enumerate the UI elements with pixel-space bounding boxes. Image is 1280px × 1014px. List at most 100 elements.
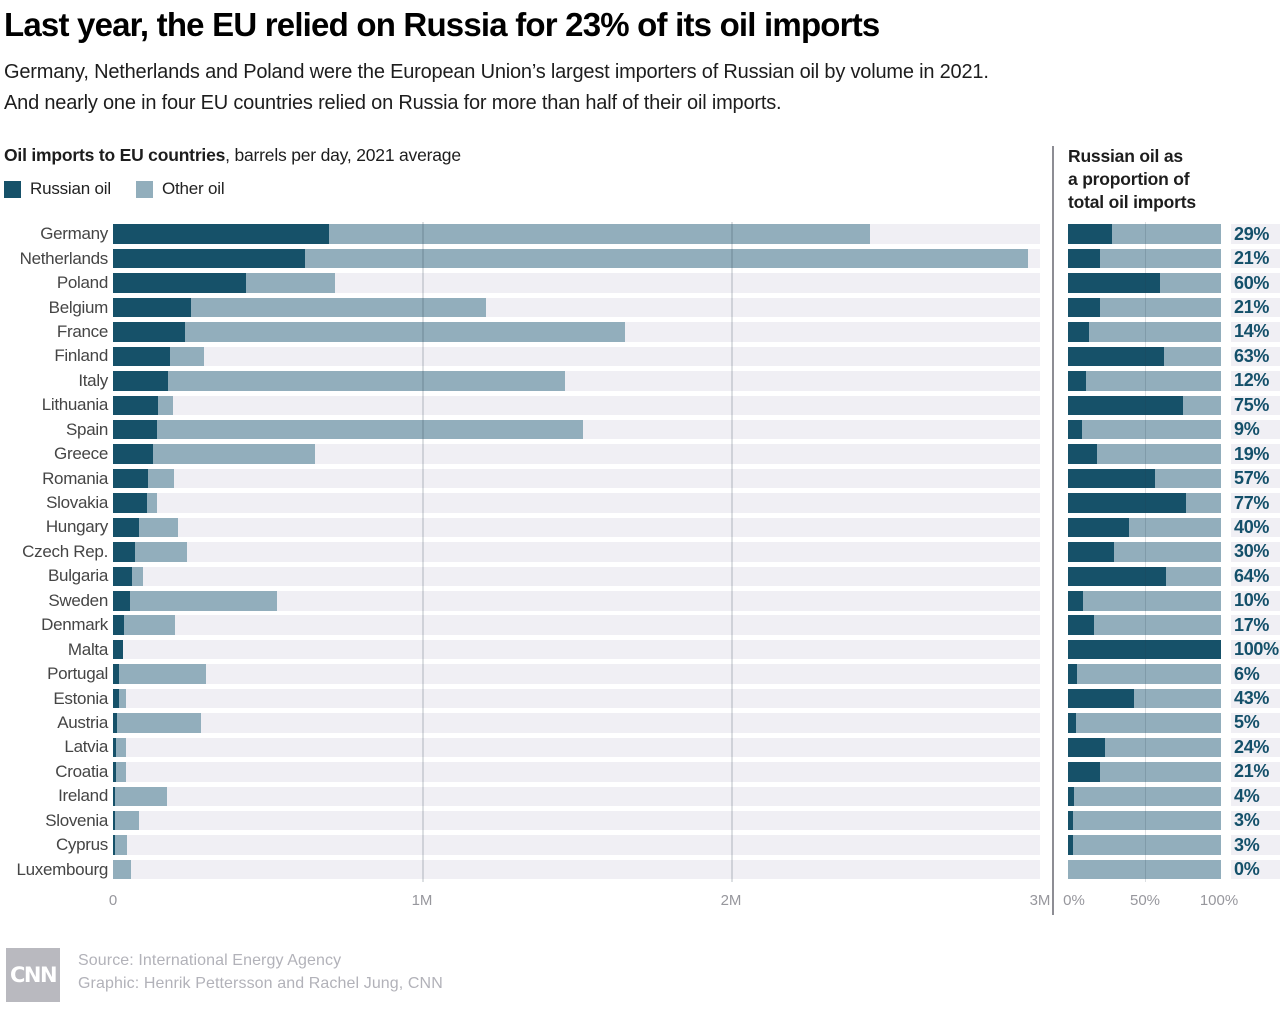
country-label: France (56, 321, 108, 341)
proportion-percent-label: 6% (1231, 664, 1280, 684)
russian-oil-bar-segment (113, 371, 168, 391)
country-label: Belgium (48, 297, 109, 317)
country-label: Estonia (53, 688, 108, 708)
proportion-russian-segment (1068, 737, 1105, 758)
russian-oil-bar-segment (113, 762, 116, 782)
russian-oil-bar-segment (113, 542, 136, 562)
proportion-label-column: 9% (1221, 419, 1280, 440)
legend-label-other-oil: Other oil (161, 179, 225, 198)
volume-bar-track (113, 737, 1040, 758)
other-oil-bar-segment (152, 444, 316, 464)
proportion-percent-label: 5% (1231, 712, 1280, 733)
legend-item-russian-oil: Russian oil (4, 179, 111, 199)
proportion-percent-label: 43% (1231, 688, 1280, 709)
country-label: Lithuania (41, 395, 109, 415)
proportion-russian-segment (1068, 591, 1084, 611)
proportion-russian-segment (1068, 810, 1073, 831)
axis-tick-50pct: 50% (1129, 892, 1161, 909)
legend: Russian oil Other oil (4, 179, 225, 199)
proportion-bar-track (1068, 444, 1221, 464)
proportion-label-column: 21% (1221, 761, 1280, 782)
proportion-percent-label: 40% (1231, 517, 1280, 538)
proportion-percent-label: 75% (1231, 395, 1280, 416)
proportion-percent-label: 21% (1231, 248, 1280, 269)
other-oil-bar-segment (114, 835, 128, 855)
proportion-bar-track (1068, 566, 1221, 587)
proportion-russian-segment (1068, 639, 1221, 660)
source-line: Source: International Energy Agency (78, 952, 342, 969)
page-title: Last year, the EU relied on Russia for 2… (4, 6, 880, 43)
chart-row: Finland 63% (0, 344, 1280, 368)
proportion-russian-segment (1068, 688, 1134, 709)
chart-row: Poland 60% (0, 271, 1280, 295)
russian-oil-bar-segment (113, 737, 117, 758)
proportion-russian-segment (1068, 517, 1130, 538)
chart-rows: Germany 29% Netherlands 21% Poland 60% Belgium… (0, 222, 1280, 882)
legend-item-other-oil: Other oil (135, 179, 225, 199)
chart-row: Portugal 6% (0, 662, 1280, 686)
volume-bar-track (113, 859, 1040, 880)
russian-oil-bar-segment (113, 835, 115, 855)
proportion-percent-label: 24% (1231, 737, 1280, 758)
country-label: Portugal (47, 664, 108, 684)
russian-oil-bar-segment (113, 395, 158, 416)
other-oil-bar-segment (156, 419, 583, 440)
russian-oil-bar-segment (113, 419, 157, 440)
proportion-bar-track (1068, 542, 1221, 562)
country-label: Sweden (48, 590, 108, 610)
proportion-russian-segment (1068, 713, 1076, 733)
proportion-percent-label: 3% (1231, 810, 1280, 831)
chart-row: Luxembourg 0% (0, 857, 1280, 881)
other-oil-bar-segment (191, 297, 487, 318)
proportion-russian-segment (1068, 371, 1087, 391)
axis-tick-3m: 3M (1029, 892, 1051, 909)
proportion-bar-track (1068, 468, 1221, 489)
country-label: Czech Rep. (22, 541, 108, 561)
proportion-russian-segment (1068, 493, 1186, 513)
russian-oil-bar-segment (113, 688, 119, 709)
other-oil-bar-segment (113, 859, 131, 880)
proportion-russian-segment (1068, 468, 1156, 489)
other-oil-bar-segment (116, 737, 126, 758)
proportion-bar-track (1068, 835, 1221, 855)
russian-oil-bar-segment (113, 468, 148, 489)
proportion-bar-track (1068, 419, 1221, 440)
volume-bar-track (113, 786, 1040, 807)
other-oil-bar-segment (147, 468, 175, 489)
volume-bar-track (113, 322, 1040, 342)
country-label: Slovakia (46, 493, 108, 513)
gridline-2m (731, 222, 733, 882)
chart-row: Spain 9% (0, 418, 1280, 442)
left-chart-heading-rest: , barrels per day, 2021 average (225, 145, 461, 165)
other-oil-bar-segment (139, 517, 178, 538)
chart-row: Denmark 17% (0, 613, 1280, 637)
volume-bar-track (113, 444, 1040, 464)
proportion-russian-segment (1068, 835, 1073, 855)
country-label: Netherlands (19, 248, 109, 268)
right-heading-line-1: Russian oil as (1068, 146, 1183, 166)
proportion-label-column: 40% (1221, 517, 1280, 538)
chart-row: Ireland 4% (0, 784, 1280, 808)
proportion-bar-track (1068, 591, 1221, 611)
proportion-percent-label: 12% (1231, 370, 1280, 391)
country-label: Romania (42, 468, 108, 488)
proportion-bar-track (1068, 762, 1221, 782)
country-label: Greece (54, 444, 108, 464)
proportion-bar-track (1068, 248, 1221, 269)
proportion-label-column: 24% (1221, 737, 1280, 758)
chart-row: Sweden 10% (0, 589, 1280, 613)
axis-tick-2m: 2M (720, 892, 742, 909)
proportion-label-column: 64% (1221, 566, 1280, 587)
left-chart-heading-bold: Oil imports to EU countries (4, 145, 226, 165)
volume-bar-track (113, 517, 1040, 538)
proportion-russian-segment (1068, 346, 1165, 367)
russian-oil-bar-segment (113, 322, 185, 342)
right-heading-line-2: a proportion of (1068, 169, 1190, 189)
country-label: Germany (40, 224, 108, 244)
volume-bar-track (113, 297, 1040, 318)
volume-bar-track (113, 273, 1040, 293)
proportion-label-column: 29% (1221, 224, 1280, 244)
volume-bar-track (113, 835, 1040, 855)
proportion-russian-segment (1068, 786, 1075, 807)
russian-oil-bar-segment (113, 639, 123, 660)
